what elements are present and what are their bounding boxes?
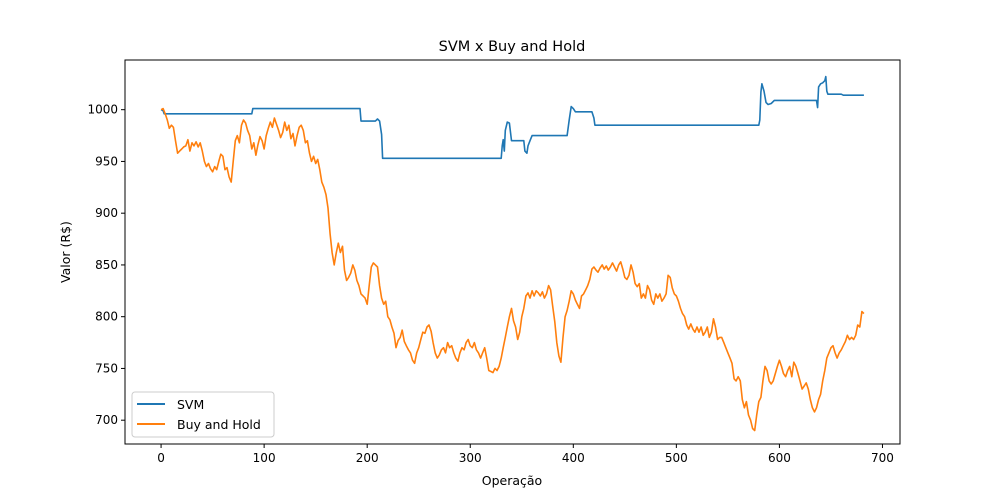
x-axis: 0 100 200 300 400 500 600 700	[157, 444, 894, 465]
x-tick-label: 200	[356, 451, 379, 465]
plot-frame	[124, 59, 901, 445]
y-axis-label: Valor (R$)	[58, 221, 73, 283]
legend: SVM Buy and Hold	[131, 391, 275, 438]
x-tick-label: 600	[768, 451, 791, 465]
x-tick-label: 0	[157, 451, 165, 465]
plot-lines	[160, 75, 865, 432]
x-tick-label: 500	[665, 451, 688, 465]
y-tick-label: 1000	[87, 103, 118, 117]
y-tick-label: 850	[95, 258, 118, 272]
y-tick-label: 800	[95, 310, 118, 324]
series-line-buy-and-hold	[160, 107, 865, 432]
legend-label-buy-and-hold: Buy and Hold	[177, 417, 261, 432]
y-tick-label: 700	[95, 413, 118, 427]
y-tick-label: 900	[95, 206, 118, 220]
legend-label-svm: SVM	[177, 397, 204, 412]
x-tick-label: 400	[562, 451, 585, 465]
x-tick-label: 300	[459, 451, 482, 465]
x-tick-label: 700	[871, 451, 894, 465]
chart-title: SVM x Buy and Hold	[439, 39, 586, 55]
y-tick-label: 750	[95, 361, 118, 375]
y-tick-label: 950	[95, 154, 118, 168]
x-tick-label: 100	[253, 451, 276, 465]
y-axis: 700 750 800 850 900 950 1000	[87, 103, 125, 427]
x-axis-label: Operação	[482, 473, 542, 488]
series-line-svm	[160, 75, 864, 160]
legend-box	[131, 391, 275, 438]
